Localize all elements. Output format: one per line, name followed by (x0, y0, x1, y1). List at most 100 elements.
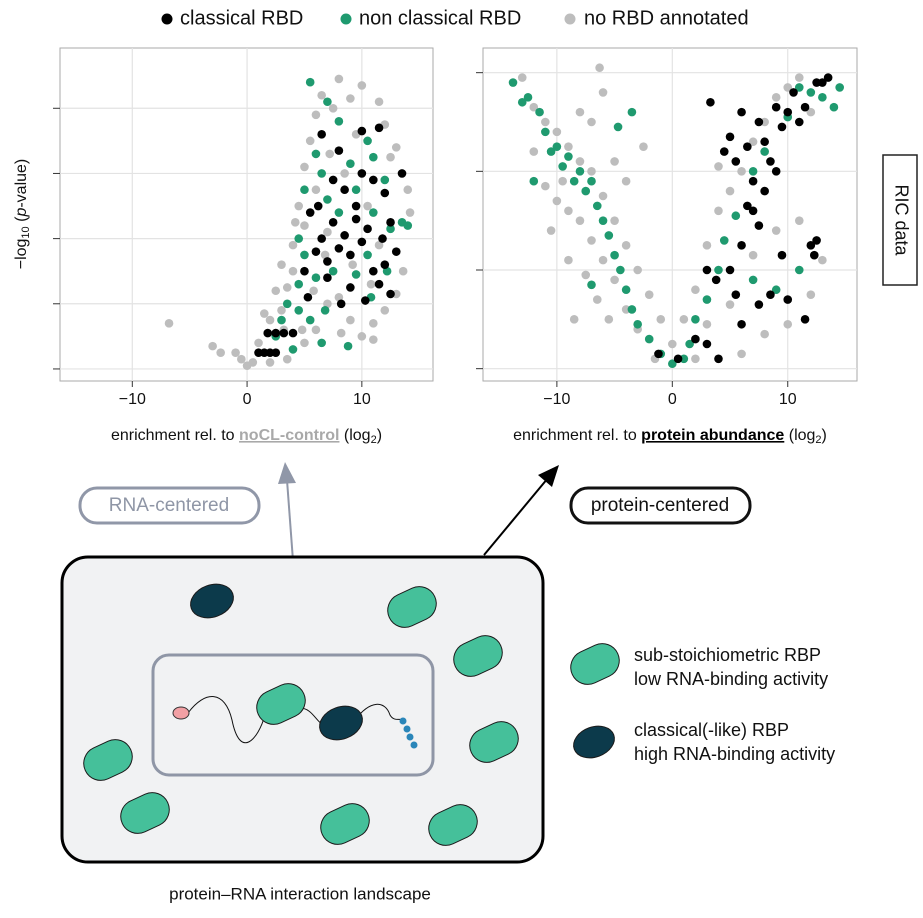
point (374, 279, 384, 289)
point (294, 305, 304, 315)
point (598, 255, 608, 265)
point (288, 240, 298, 250)
point (334, 244, 344, 253)
point (668, 359, 677, 369)
point (300, 221, 309, 230)
point (277, 260, 286, 269)
point (369, 152, 378, 162)
point (794, 73, 804, 82)
rna-centered-box (78, 486, 261, 525)
point (248, 358, 258, 367)
protein (320, 803, 370, 845)
point (237, 354, 246, 364)
point (760, 147, 769, 156)
point (783, 319, 793, 329)
point (806, 241, 816, 250)
point (300, 338, 309, 348)
point (334, 208, 344, 217)
point (277, 305, 286, 315)
point (529, 176, 539, 186)
point (323, 257, 332, 266)
point (336, 328, 346, 338)
point (818, 78, 827, 87)
point (380, 188, 390, 198)
point (575, 157, 585, 166)
rna-box (151, 653, 435, 777)
point (771, 93, 781, 102)
point (754, 300, 764, 309)
point (369, 319, 378, 328)
caption: protein–RNA interaction landscape (169, 884, 431, 903)
point (305, 315, 315, 325)
x-tick-label: 10 (353, 391, 371, 408)
point (374, 97, 384, 107)
point (800, 102, 810, 112)
point (737, 241, 746, 250)
x-tick-label: 0 (668, 391, 677, 408)
point (743, 201, 752, 211)
point (303, 292, 313, 302)
point (323, 299, 332, 309)
point (598, 88, 608, 97)
point (621, 176, 631, 186)
point (369, 335, 378, 344)
point (639, 142, 648, 151)
arrowhead (538, 465, 559, 487)
legend-label: no RBD annotated (584, 7, 749, 29)
point (794, 117, 804, 127)
point (300, 266, 309, 276)
legend-swatch (564, 13, 576, 25)
point (794, 83, 804, 92)
point (610, 250, 619, 260)
y-axis-label: −log10 (p-value) (13, 159, 32, 270)
point (771, 167, 781, 176)
point (288, 266, 298, 276)
point (564, 255, 573, 265)
point (552, 142, 562, 151)
point (835, 83, 844, 92)
point (317, 90, 326, 100)
point (725, 186, 735, 196)
legend-text: classical(-like) RBP (634, 720, 789, 740)
point (754, 117, 764, 127)
point (323, 97, 332, 107)
label-part: protein abundance (641, 427, 784, 444)
point (592, 201, 602, 211)
point (311, 185, 321, 195)
point (737, 319, 746, 329)
point (610, 216, 619, 225)
point (587, 236, 596, 245)
point (656, 315, 666, 324)
point (397, 169, 407, 178)
point (771, 102, 781, 112)
point (564, 206, 573, 216)
point (754, 221, 764, 230)
point (654, 349, 663, 359)
point (386, 152, 395, 162)
point (546, 147, 556, 156)
point (714, 162, 723, 171)
point (725, 132, 735, 142)
point (300, 250, 309, 260)
poly-a (410, 741, 418, 749)
point (777, 122, 787, 132)
point (771, 285, 781, 295)
classical-protein (319, 705, 363, 741)
point (809, 250, 819, 260)
point (737, 167, 746, 176)
point (691, 285, 700, 295)
point (378, 234, 387, 243)
point (360, 296, 370, 305)
point (621, 241, 631, 250)
point (294, 234, 304, 243)
point (328, 266, 338, 276)
x-tick-label: −10 (543, 391, 570, 408)
side-label: RIC data (891, 184, 911, 256)
point (829, 102, 839, 112)
point (587, 117, 596, 127)
point (598, 191, 608, 201)
point (320, 305, 330, 315)
plots: −10 0 10 enrichment rel. to noCL-control (l… (53, 47, 858, 446)
point (616, 265, 625, 275)
